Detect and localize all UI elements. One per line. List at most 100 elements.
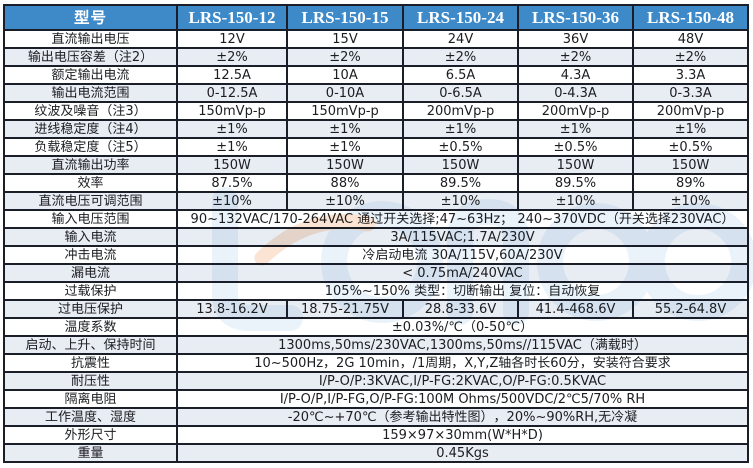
value-text: 87.5%	[211, 175, 253, 191]
value-text: 0-3.3A	[669, 85, 712, 101]
column-header-model-4: LRS-150-36	[519, 6, 634, 31]
value-text: 105%~150% 类型：切断输出 复位：自动恢复	[324, 283, 601, 299]
value-text: 4.3A	[560, 67, 591, 83]
row-label: 过电压保护	[5, 301, 178, 319]
value-cell: 0-10A	[288, 85, 404, 103]
value-cell: ±0.5%	[519, 139, 634, 157]
value-text: 0-4.3A	[554, 85, 597, 101]
value-cell: ±10%	[288, 193, 404, 211]
value-text: 200mVp-p	[656, 103, 725, 119]
value-cell: 87.5%	[178, 175, 288, 193]
merged-value-cell: 90~132VAC/170-264VAC 通过开关选择;47~63Hz； 240…	[178, 211, 749, 229]
value-text: 13.8-16.2V	[196, 301, 268, 317]
value-cell: 200mVp-p	[634, 103, 749, 121]
row-label-text: 温度系数	[64, 319, 117, 335]
value-cell: ±1%	[634, 121, 749, 139]
value-text: ±10%	[670, 193, 711, 209]
row-label-text: 输出电流范围	[51, 85, 130, 101]
value-cell: ±2%	[178, 49, 288, 67]
value-text: 28.8-33.6V	[424, 301, 497, 317]
column-header-model-1: LRS-150-12	[178, 6, 288, 31]
row-label: 纹波及噪音（注3）	[5, 103, 178, 121]
value-cell: 89.5%	[404, 175, 519, 193]
row-label: 负载稳定度（注5）	[5, 139, 178, 157]
row-label-text: 隔离电阻	[64, 391, 117, 407]
row-label: 直流电压可调范围	[5, 193, 178, 211]
merged-value-cell: < 0.75mA/240VAC	[178, 265, 749, 283]
value-cell: 4.3A	[519, 67, 634, 85]
row-label-text: 进线稳定度（注4）	[34, 121, 147, 137]
value-cell: 200mVp-p	[519, 103, 634, 121]
value-cell: 18.75-21.75V	[288, 301, 404, 319]
value-cell: 150W	[519, 157, 634, 175]
value-text: 15V	[332, 31, 358, 47]
value-cell: ±0.5%	[404, 139, 519, 157]
column-header-text: LRS-150-12	[188, 8, 276, 27]
value-text: 12.5A	[213, 67, 251, 83]
row-label: 冲击电流	[5, 247, 178, 265]
row-label-text: 直流电压可调范围	[38, 193, 143, 209]
row-label-text: 过电压保护	[57, 301, 123, 317]
column-header-text: LRS-150-15	[301, 8, 389, 27]
value-text: 89.5%	[439, 175, 482, 191]
value-text: ±0.5%	[438, 139, 483, 155]
row-label: 额定输出电流	[5, 67, 178, 85]
value-text: ±1%	[444, 121, 477, 137]
value-cell: 48V	[634, 31, 749, 49]
column-header-text: 型号	[73, 6, 107, 28]
row-label: 温度系数	[5, 319, 178, 337]
value-cell: 0-4.3A	[519, 85, 634, 103]
merged-value-cell: 1300ms,50ms/230VAC,1300ms,50ms//115VAC（满…	[178, 337, 749, 355]
value-text: 159×97×30mm(W*H*D)	[382, 427, 543, 443]
value-cell: 150mVp-p	[288, 103, 404, 121]
value-text: 41.4-468.6V	[535, 301, 616, 317]
value-cell: ±10%	[634, 193, 749, 211]
value-text: ±0.5%	[553, 139, 598, 155]
value-cell: 55.2-64.8V	[634, 301, 749, 319]
value-cell: ±1%	[288, 121, 404, 139]
value-cell: 150W	[634, 157, 749, 175]
value-cell: ±10%	[178, 193, 288, 211]
value-cell: 88%	[288, 175, 404, 193]
value-cell: ±1%	[519, 121, 634, 139]
value-cell: 3.3A	[634, 67, 749, 85]
value-text: I/P-O/P:3KVAC,I/P-FG:2KVAC,O/P-FG:0.5KVA…	[318, 373, 607, 389]
row-label-text: 直流输出电压	[51, 31, 130, 47]
row-label-text: 耐压性	[70, 373, 110, 389]
value-text: ±1%	[329, 121, 361, 137]
value-cell: 150W	[178, 157, 288, 175]
value-text: 0-6.5A	[439, 85, 482, 101]
row-label: 外形尺寸	[5, 427, 178, 445]
value-cell: 0-3.3A	[634, 85, 749, 103]
value-cell: ±10%	[404, 193, 519, 211]
value-text: 1300ms,50ms/230VAC,1300ms,50ms//115VAC（满…	[278, 337, 647, 353]
value-text: 150W	[213, 157, 251, 173]
value-text: 200mVp-p	[541, 103, 610, 119]
merged-value-cell: I/P-O/P,I/P-FG,O/P-FG:100M Ohms/500VDC/2…	[178, 391, 749, 409]
value-text: 冷启动电流 30A/115V,60A/230V	[362, 247, 563, 263]
value-cell: 28.8-33.6V	[404, 301, 519, 319]
merged-value-cell: 105%~150% 类型：切断输出 复位：自动恢复	[178, 283, 749, 301]
value-text: ±1%	[329, 139, 361, 155]
value-text: 3A/115VAC;1.7A/230V	[390, 229, 535, 245]
value-cell: ±10%	[519, 193, 634, 211]
value-text: 24V	[447, 31, 474, 47]
column-header-model-2: LRS-150-15	[288, 6, 404, 31]
value-cell: 0-12.5A	[178, 85, 288, 103]
row-label: 效率	[5, 175, 178, 193]
row-label: 输出电流范围	[5, 85, 178, 103]
row-label: 耐压性	[5, 373, 178, 391]
column-header-text: LRS-150-24	[417, 8, 504, 27]
row-label: 输出电压容差（注2）	[5, 49, 178, 67]
row-label-text: 重量	[77, 445, 104, 461]
merged-value-cell: 3A/115VAC;1.7A/230V	[178, 229, 749, 247]
spec-table: 型号 LRS-150-12 LRS-150-15 LRS-150-24 LRS-…	[3, 4, 749, 463]
merged-value-cell: ±0.03%/℃（0-50℃）	[178, 319, 749, 337]
row-label: 输入电流	[5, 229, 178, 247]
row-label-text: 负载稳定度（注5）	[34, 139, 147, 155]
column-header-model-5: LRS-150-48	[634, 6, 749, 31]
value-text: 36V	[562, 31, 589, 47]
value-cell: 6.5A	[404, 67, 519, 85]
row-label: 抗震性	[5, 355, 178, 373]
value-text: 150W	[441, 157, 480, 173]
